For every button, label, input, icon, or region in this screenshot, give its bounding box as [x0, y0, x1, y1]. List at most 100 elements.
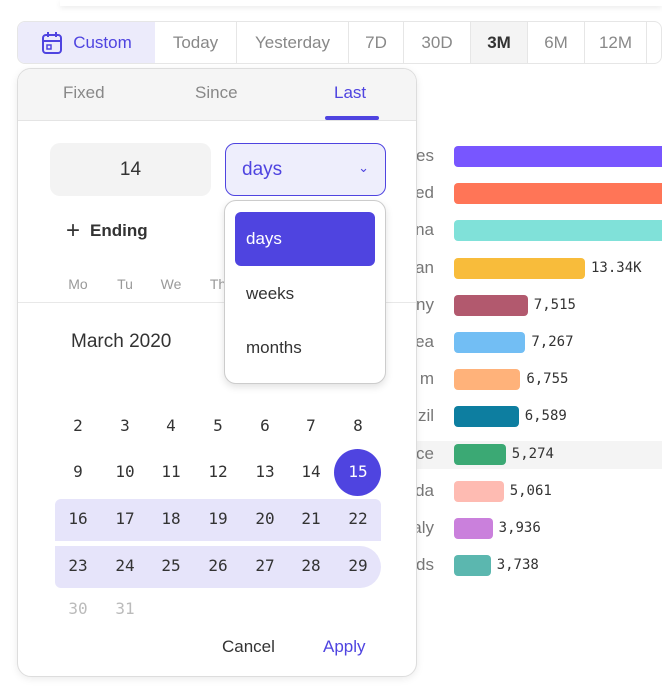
calendar-day[interactable]: 13 — [255, 462, 275, 481]
range-12m[interactable]: 12M — [585, 22, 647, 63]
divider — [18, 302, 416, 303]
calendar-day[interactable]: 30 — [68, 599, 88, 618]
range-6m[interactable]: 6M — [528, 22, 585, 63]
bar-label: aly — [412, 518, 434, 537]
range-band — [55, 499, 381, 541]
tab-since[interactable]: Since — [195, 83, 238, 102]
bar-label: da — [415, 480, 434, 500]
calendar-day[interactable]: 11 — [161, 462, 181, 481]
bar-value-label: 5,274 — [511, 445, 554, 462]
unit-select[interactable]: days ⌄ — [225, 143, 386, 196]
calendar-day[interactable]: 27 — [255, 556, 275, 575]
range-30d[interactable]: 30D — [404, 22, 471, 63]
bar-label: ed — [415, 183, 434, 203]
bar[interactable] — [454, 257, 585, 279]
weekday-th: Th — [209, 276, 227, 292]
calendar-day[interactable]: 19 — [208, 509, 228, 528]
calendar-day[interactable]: 14 — [301, 462, 321, 481]
unit-dropdown: days weeks months — [224, 200, 386, 384]
plus-icon: + — [66, 217, 81, 244]
calendar-day[interactable]: 10 — [115, 462, 135, 481]
bar-value-label: 3,738 — [496, 557, 539, 574]
calendar-day[interactable]: 12 — [208, 462, 228, 481]
calendar-day[interactable]: 20 — [255, 509, 275, 528]
bar[interactable] — [454, 220, 662, 242]
calendar-icon — [42, 31, 63, 54]
calendar-day[interactable]: 28 — [301, 556, 321, 575]
apply-button[interactable]: Apply — [323, 637, 366, 656]
date-range-bar: Custom Today Yesterday 7D 30D 3M 6M 12M — [17, 21, 662, 64]
bar-label: ea — [415, 332, 434, 351]
range-3m[interactable]: 3M — [471, 22, 528, 63]
bar-label: zil — [417, 406, 434, 426]
calendar-day[interactable]: 17 — [115, 509, 135, 528]
calendar-day[interactable]: 18 — [161, 509, 181, 528]
bar-label: ny — [416, 294, 434, 314]
option-days[interactable]: days — [235, 212, 375, 266]
range-yesterday[interactable]: Yesterday — [237, 22, 349, 63]
option-weeks[interactable]: weeks — [246, 284, 295, 303]
calendar-day[interactable]: 6 — [260, 416, 270, 435]
bar-value-label: 7,267 — [531, 334, 574, 350]
weekday-tu: Tu — [117, 276, 133, 292]
bar[interactable] — [454, 555, 491, 577]
add-ending-button[interactable]: + Ending — [66, 217, 148, 245]
bar[interactable] — [454, 183, 662, 205]
calendar-day[interactable]: 4 — [166, 416, 176, 435]
mode-tabs — [18, 69, 416, 121]
calendar-day[interactable]: 31 — [115, 599, 135, 618]
calendar-day[interactable]: 2 — [73, 416, 83, 435]
ending-label: Ending — [90, 221, 148, 240]
bar-label: ce — [416, 443, 434, 463]
bar[interactable] — [454, 518, 493, 539]
month-title: March 2020 — [71, 331, 172, 352]
bar[interactable] — [454, 146, 662, 167]
bar-value-label: 6,755 — [526, 371, 569, 388]
weekday-we: We — [160, 276, 182, 292]
calendar-day[interactable]: 9 — [73, 462, 83, 481]
custom-label: Custom — [73, 32, 132, 52]
range-band — [55, 546, 381, 588]
bar[interactable] — [454, 294, 528, 316]
weekday-mo: Mo — [68, 276, 88, 292]
calendar-day[interactable]: 7 — [306, 416, 316, 435]
bar-label: m — [419, 369, 434, 389]
calendar-day[interactable]: 5 — [213, 416, 223, 435]
bar[interactable] — [454, 406, 519, 428]
bar[interactable] — [454, 480, 504, 502]
calendar-day[interactable]: 8 — [353, 416, 363, 435]
range-today[interactable]: Today — [155, 22, 237, 63]
custom-range-button[interactable]: Custom — [18, 22, 155, 63]
bar[interactable] — [454, 332, 526, 353]
chevron-down-icon: ⌄ — [358, 160, 369, 175]
tab-fixed[interactable]: Fixed — [63, 83, 105, 102]
calendar-day[interactable]: 26 — [208, 556, 228, 575]
option-months[interactable]: months — [246, 338, 302, 357]
calendar-day[interactable]: 3 — [120, 416, 130, 435]
bar-value-label: 7,515 — [533, 296, 576, 313]
calendar-day[interactable]: 24 — [115, 556, 135, 575]
calendar-day[interactable]: 23 — [68, 556, 88, 575]
bar-value-label: 6,589 — [524, 408, 567, 425]
active-tab-indicator — [325, 116, 379, 120]
calendar-day[interactable]: 15 — [348, 462, 368, 481]
calendar-day[interactable]: 22 — [348, 509, 368, 528]
bar-value-label: 5,061 — [509, 482, 552, 499]
unit-select-value: days — [242, 158, 283, 180]
hovered-row — [394, 441, 662, 469]
calendar-day[interactable]: 21 — [301, 509, 321, 528]
tab-last[interactable]: Last — [334, 83, 367, 102]
top-card-edge — [60, 0, 662, 6]
range-7d[interactable]: 7D — [349, 22, 404, 63]
bar[interactable] — [454, 369, 521, 391]
calendar-day[interactable]: 25 — [161, 556, 181, 575]
calendar-day[interactable]: 16 — [68, 509, 88, 528]
bar-label: es — [416, 146, 434, 165]
bar[interactable] — [454, 443, 506, 465]
bar-label: na — [415, 220, 434, 240]
calendar-day[interactable]: 29 — [348, 556, 368, 575]
bar-label: an — [415, 257, 434, 277]
cancel-button[interactable]: Cancel — [222, 637, 275, 656]
count-input[interactable]: 14 — [50, 143, 211, 196]
bar-value-label: 13.34K — [591, 259, 642, 276]
